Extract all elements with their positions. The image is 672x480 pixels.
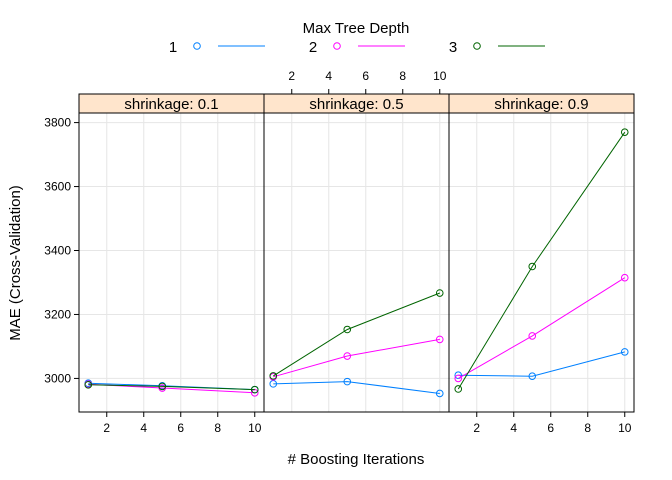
data-point-depth-2	[620, 273, 629, 282]
data-point-depth-2	[435, 335, 444, 344]
panel-strip-label: shrinkage: 0.9	[494, 96, 588, 113]
panel-2: shrinkage: 0.5	[263, 93, 450, 413]
legend: Max Tree Depth 1 2 3	[169, 20, 545, 56]
legend-title: Max Tree Depth	[303, 20, 410, 37]
legend-entry-1: 1	[169, 39, 265, 56]
x-tick-label: 10	[248, 421, 262, 435]
series-line-depth-3	[273, 292, 440, 377]
x-tick-label: 6	[362, 69, 369, 83]
data-point-depth-3	[84, 381, 93, 389]
x-tick-label: 10	[433, 69, 447, 83]
x-tick-label: 8	[214, 421, 221, 435]
data-point-depth-3	[454, 385, 463, 393]
data-point-depth-2	[454, 374, 463, 383]
legend-entry-3: 3	[449, 39, 545, 56]
axes: 3000 3200 3400 3600 3800 2 4 6 8 10 2 4 6 8 10 2 4 6 8 10	[44, 69, 635, 435]
y-tick-label: 3800	[44, 116, 71, 130]
y-axis-title: MAE (Cross-Validation)	[7, 185, 24, 341]
data-point-depth-3	[620, 128, 629, 136]
series-line-depth-3	[88, 384, 255, 391]
series-line-depth-2	[458, 277, 626, 379]
series-line-depth-3	[457, 131, 626, 390]
legend-label: 1	[169, 39, 177, 56]
data-point-depth-1	[435, 389, 444, 398]
data-point-depth-3	[435, 289, 444, 297]
data-point-depth-1	[620, 348, 629, 356]
panel-1: shrinkage: 0.1	[78, 93, 265, 413]
x-axis-title: # Boosting Iterations	[288, 451, 425, 468]
data-point-depth-1	[343, 377, 352, 386]
x-tick-label: 2	[103, 421, 110, 435]
data-point-depth-3	[528, 262, 537, 271]
data-point-depth-2	[343, 352, 352, 360]
legend-label: 2	[309, 39, 317, 56]
panel-3: shrinkage: 0.9	[448, 93, 635, 413]
legend-marker	[333, 42, 341, 50]
legend-marker	[473, 42, 481, 50]
x-tick-label: 4	[325, 69, 332, 83]
panel-strip-label: shrinkage: 0.1	[124, 96, 218, 113]
outer-frame	[78, 93, 635, 413]
legend-entry-2: 2	[309, 39, 405, 56]
data-point-depth-3	[158, 382, 167, 391]
x-tick-label: 4	[510, 421, 517, 435]
x-tick-label: 4	[140, 421, 147, 435]
data-point-depth-1	[528, 372, 537, 380]
panel-strip-label: shrinkage: 0.5	[309, 96, 403, 113]
series-line-depth-1	[273, 381, 440, 394]
y-tick-label: 3200	[44, 307, 71, 321]
x-tick-label: 8	[584, 421, 591, 435]
x-tick-label: 2	[473, 421, 480, 435]
x-tick-label: 6	[547, 421, 554, 435]
data-point-depth-3	[269, 372, 278, 380]
panels: shrinkage: 0.1 shrinkage: 0.5 shrinkage: 0…	[78, 93, 635, 413]
data-point-depth-1	[454, 371, 463, 380]
data-point-depth-2	[528, 332, 537, 340]
x-tick-label: 2	[288, 69, 295, 83]
series-line-depth-2	[273, 338, 440, 378]
data-point-depth-3	[343, 325, 352, 334]
data-point-depth-3	[250, 385, 259, 394]
legend-label: 3	[449, 39, 457, 56]
y-tick-label: 3400	[44, 244, 71, 258]
legend-marker	[193, 42, 201, 50]
x-tick-label: 10	[618, 421, 632, 435]
series-line-depth-1	[458, 351, 625, 377]
y-tick-label: 3600	[44, 180, 71, 194]
x-tick-label: 8	[399, 69, 406, 83]
y-tick-label: 3000	[44, 371, 71, 385]
x-tick-label: 6	[177, 421, 184, 435]
